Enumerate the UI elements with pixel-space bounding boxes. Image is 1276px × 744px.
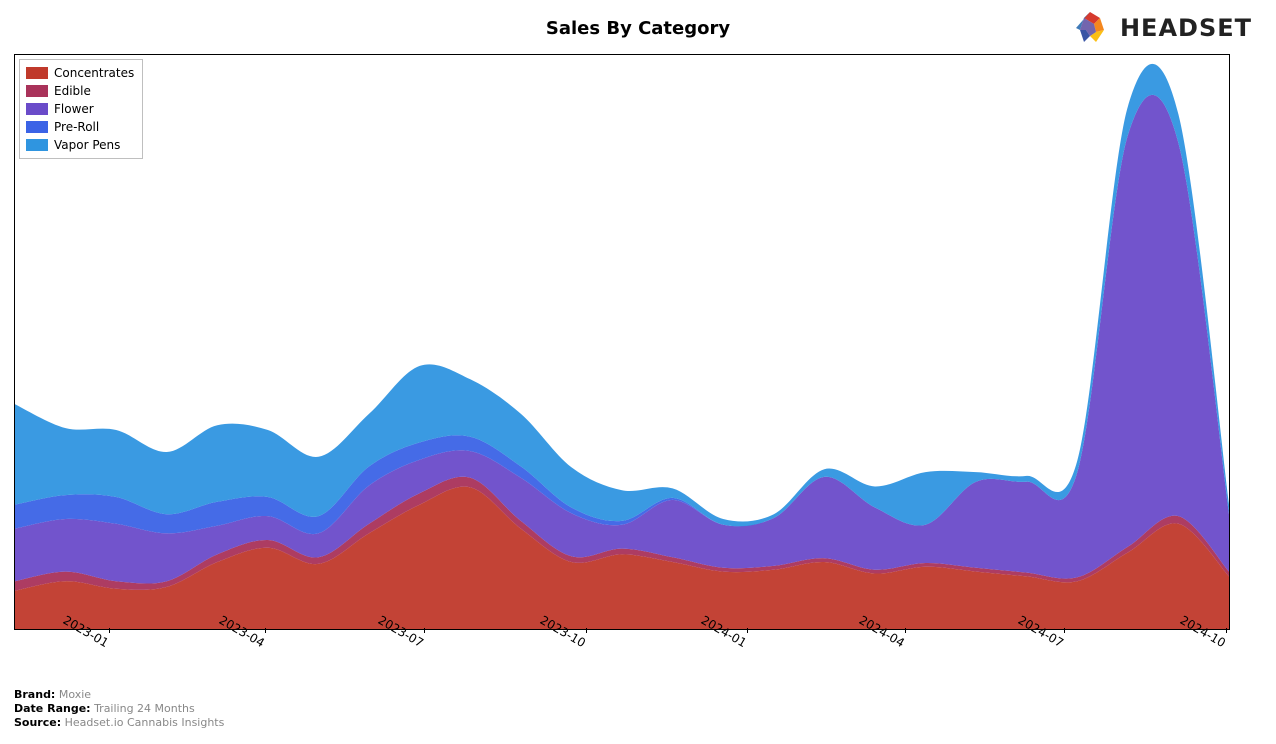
legend-item: Concentrates	[26, 64, 134, 82]
xtick-mark	[586, 628, 587, 633]
figure: Sales By Category HEADSET ConcentratesEd…	[0, 0, 1276, 744]
area-chart-svg	[15, 55, 1229, 629]
legend-item: Edible	[26, 82, 134, 100]
footer-brand: Brand: Moxie	[14, 688, 91, 701]
legend-label: Concentrates	[54, 64, 134, 82]
legend-label: Vapor Pens	[54, 136, 120, 154]
footer-date: Date Range: Trailing 24 Months	[14, 702, 195, 715]
legend-item: Flower	[26, 100, 134, 118]
legend-swatch	[26, 85, 48, 97]
legend-swatch	[26, 67, 48, 79]
legend-label: Flower	[54, 100, 94, 118]
legend-swatch	[26, 121, 48, 133]
legend-label: Pre-Roll	[54, 118, 99, 136]
xtick-mark	[905, 628, 906, 633]
legend-item: Pre-Roll	[26, 118, 134, 136]
footer-brand-label: Brand:	[14, 688, 55, 701]
footer-source-label: Source:	[14, 716, 61, 729]
xtick-mark	[109, 628, 110, 633]
footer-source: Source: Headset.io Cannabis Insights	[14, 716, 224, 729]
legend-label: Edible	[54, 82, 91, 100]
area-vapor-pens	[15, 64, 1229, 526]
xtick-mark	[1064, 628, 1065, 633]
plot-area: ConcentratesEdibleFlowerPre-RollVapor Pe…	[14, 54, 1230, 630]
legend-item: Vapor Pens	[26, 136, 134, 154]
legend: ConcentratesEdibleFlowerPre-RollVapor Pe…	[19, 59, 143, 159]
footer-date-label: Date Range:	[14, 702, 91, 715]
headset-logo-icon	[1070, 8, 1110, 48]
brand-logo: HEADSET	[1070, 8, 1252, 48]
footer-brand-value: Moxie	[59, 688, 91, 701]
xtick-mark	[424, 628, 425, 633]
xtick-mark	[1226, 628, 1227, 633]
legend-swatch	[26, 139, 48, 151]
footer-source-value: Headset.io Cannabis Insights	[65, 716, 225, 729]
xtick-mark	[265, 628, 266, 633]
xtick-mark	[747, 628, 748, 633]
footer-date-value: Trailing 24 Months	[94, 702, 195, 715]
legend-swatch	[26, 103, 48, 115]
logo-text: HEADSET	[1120, 14, 1252, 42]
